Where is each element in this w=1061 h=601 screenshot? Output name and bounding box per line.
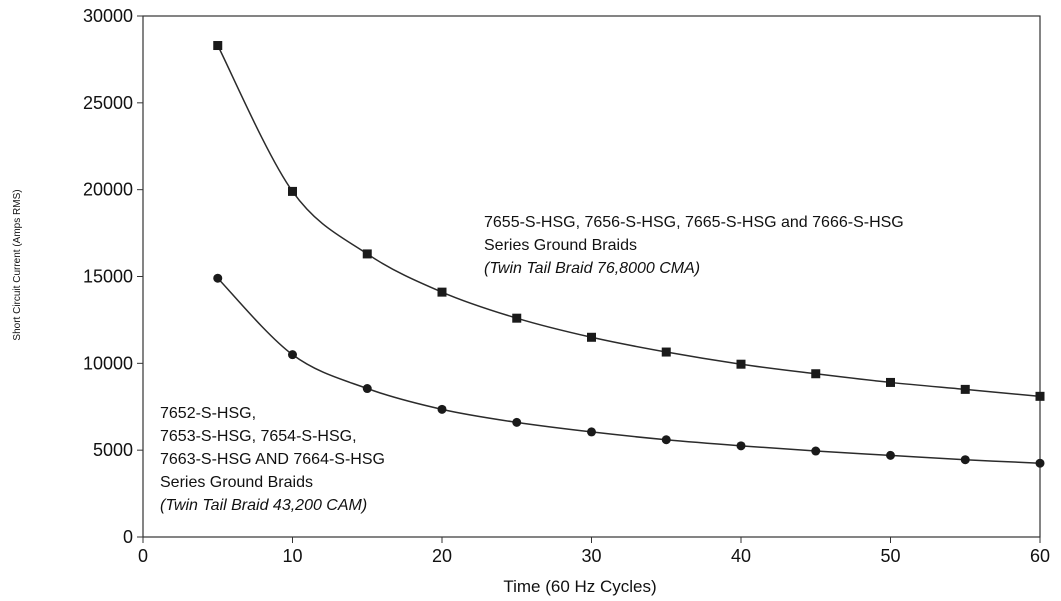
y-tick-label: 15000 [83, 267, 133, 287]
series-layer [213, 41, 1045, 468]
x-tick-label: 10 [282, 546, 302, 566]
series-2-point [1035, 458, 1045, 468]
y-tick-label: 0 [123, 527, 133, 547]
series-2-point [362, 384, 372, 394]
series-1-point [587, 332, 596, 342]
series-2-point [736, 441, 746, 451]
series-2-point [886, 450, 895, 460]
series-1-point [437, 287, 447, 297]
series-2-point [661, 435, 671, 445]
y-tick-label: 30000 [83, 6, 133, 26]
series-1-point [362, 249, 372, 259]
x-tick-label: 30 [581, 546, 601, 566]
series-1-point [213, 41, 223, 51]
lower-series-annotation: 7652-S-HSG, 7653-S-HSG, 7654-S-HSG, 7663… [160, 402, 385, 517]
series-1-point [288, 186, 297, 196]
y-axis-title: Short Circuit Current (Amps RMS) [12, 189, 23, 340]
x-tick-label: 50 [880, 546, 900, 566]
series-1-point [886, 377, 895, 387]
x-tick-label: 40 [731, 546, 751, 566]
x-tick-label: 60 [1030, 546, 1050, 566]
series-2-point [288, 350, 297, 360]
upper-series-annotation: 7655-S-HSG, 7656-S-HSG, 7665-S-HSG and 7… [484, 211, 904, 280]
upper-annotation-line-3: (Twin Tail Braid 76,8000 CMA) [484, 260, 701, 277]
series-2-point [437, 404, 447, 414]
y-tick-label: 10000 [83, 353, 133, 373]
series-1-point [811, 369, 821, 379]
series-2-point [512, 417, 522, 427]
series-1-point [661, 347, 671, 357]
series-2-point [960, 455, 970, 465]
series-2-point [213, 273, 223, 283]
lower-annotation-line-2: 7653-S-HSG, 7654-S-HSG, [160, 428, 357, 445]
x-axis-title: Time (60 Hz Cycles) [503, 577, 656, 596]
upper-annotation-line-2: Series Ground Braids [484, 237, 637, 254]
series-1-point [736, 359, 746, 369]
x-tick-label: 0 [138, 546, 148, 566]
x-tick-label: 20 [432, 546, 452, 566]
series-1-point [1035, 391, 1045, 401]
upper-annotation-line-1: 7655-S-HSG, 7656-S-HSG, 7665-S-HSG and 7… [484, 214, 904, 231]
series-1-point [960, 384, 970, 394]
series-2-point [587, 427, 596, 437]
y-tick-label: 20000 [83, 180, 133, 200]
lower-annotation-line-4: Series Ground Braids [160, 474, 313, 491]
y-tick-label: 5000 [93, 440, 133, 460]
lower-annotation-line-3: 7663-S-HSG AND 7664-S-HSG [160, 451, 385, 468]
series-1-point [512, 313, 522, 323]
lower-annotation-line-5: (Twin Tail Braid 43,200 CAM) [160, 497, 368, 514]
y-tick-label: 25000 [83, 93, 133, 113]
lower-annotation-line-1: 7652-S-HSG, [160, 405, 257, 422]
axes: 0 10 20 30 40 50 60 0 5000 10000 15000 20000 25000 30… [83, 6, 1050, 566]
series-2-point [811, 446, 821, 456]
